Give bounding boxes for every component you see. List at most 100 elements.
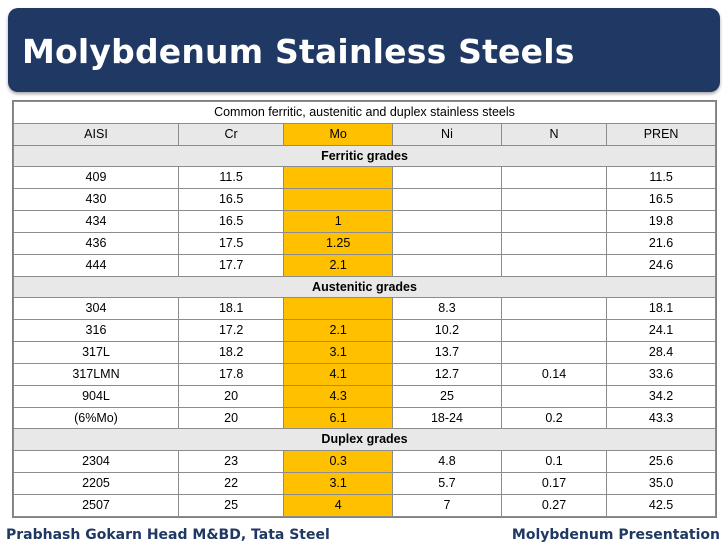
table-row: (6%Mo) 20 6.1 18-24 0.2 43.3 [13,406,716,430]
cell-aisi: 317L [13,341,179,364]
footer-author: Prabhash Gokarn Head M&BD, Tata Steel [6,527,330,543]
section-title: Ferritic grades [13,144,716,168]
cell-mo: 4 [283,493,394,518]
cell-n [500,341,608,364]
section-row: Ferritic grades [13,144,716,168]
cell-pren: 19.8 [606,210,716,233]
cell-mo: 4.3 [283,384,394,408]
slide-title: Molybdenum Stainless Steels [22,32,575,71]
table-row: 304 18.1 8.3 18.1 [13,297,716,321]
cell-mo [283,166,394,190]
cell-pren: 21.6 [606,231,716,255]
cell-cr: 20 [177,406,285,430]
section-title: Duplex grades [13,428,716,452]
cell-pren: 11.5 [606,166,716,190]
cell-ni [392,210,502,233]
cell-mo: 4.1 [283,362,394,386]
column-header-n: N [500,122,608,146]
cell-cr: 11.5 [177,166,285,190]
cell-aisi: 2507 [13,493,179,518]
cell-cr: 17.5 [177,231,285,255]
cell-mo [283,297,394,321]
cell-mo: 3.1 [283,341,394,364]
cell-aisi: 436 [13,231,179,255]
cell-pren: 33.6 [606,362,716,386]
cell-n [500,297,608,321]
cell-cr: 18.2 [177,341,285,364]
section-title: Austenitic grades [13,275,716,299]
cell-cr: 22 [177,472,285,495]
cell-ni: 18-24 [392,406,502,430]
cell-n: 0.1 [500,450,608,474]
cell-aisi: 2205 [13,472,179,495]
cell-n: 0.2 [500,406,608,430]
table-row: 904L 20 4.3 25 34.2 [13,384,716,408]
cell-n: 0.14 [500,362,608,386]
cell-cr: 17.2 [177,319,285,343]
cell-ni [392,188,502,212]
cell-cr: 16.5 [177,188,285,212]
cell-aisi: 430 [13,188,179,212]
title-bar: Molybdenum Stainless Steels [8,8,720,92]
table-row: 444 17.7 2.1 24.6 [13,253,716,277]
cell-aisi: (6%Mo) [13,406,179,430]
footer-presentation-name: Molybdenum Presentation [511,527,720,543]
cell-aisi: 904L [13,384,179,408]
cell-mo: 2.1 [283,253,394,277]
cell-ni: 10.2 [392,319,502,343]
column-header-ni: Ni [392,122,502,146]
table-row: 316 17.2 2.1 10.2 24.1 [13,319,716,343]
table-caption: Common ferritic, austenitic and duplex s… [13,101,716,124]
cell-aisi: 409 [13,166,179,190]
cell-ni: 5.7 [392,472,502,495]
cell-n: 0.17 [500,472,608,495]
cell-mo: 2.1 [283,319,394,343]
cell-pren: 28.4 [606,341,716,364]
cell-ni [392,231,502,255]
cell-ni [392,166,502,190]
cell-cr: 18.1 [177,297,285,321]
cell-mo [283,188,394,212]
cell-ni [392,253,502,277]
section-row: Duplex grades [13,428,716,452]
cell-pren: 43.3 [606,406,716,430]
cell-pren: 16.5 [606,188,716,212]
cell-aisi: 316 [13,319,179,343]
steel-table-container: Common ferritic, austenitic and duplex s… [12,100,717,518]
cell-aisi: 317LMN [13,362,179,386]
table-header-row: AISI Cr Mo Ni N PREN [13,122,716,146]
cell-cr: 25 [177,493,285,518]
cell-n [500,319,608,343]
table-row: 430 16.5 16.5 [13,188,716,212]
table-row: 409 11.5 11.5 [13,166,716,190]
cell-cr: 17.8 [177,362,285,386]
cell-pren: 42.5 [606,493,716,518]
cell-ni: 7 [392,493,502,518]
cell-n [500,384,608,408]
column-header-cr: Cr [177,122,285,146]
column-header-aisi: AISI [13,122,179,146]
cell-aisi: 434 [13,210,179,233]
cell-mo: 1.25 [283,231,394,255]
table-row: 317L 18.2 3.1 13.7 28.4 [13,341,716,364]
cell-pren: 25.6 [606,450,716,474]
cell-n [500,188,608,212]
cell-ni: 4.8 [392,450,502,474]
cell-pren: 24.1 [606,319,716,343]
steel-table: Common ferritic, austenitic and duplex s… [13,101,716,518]
cell-aisi: 444 [13,253,179,277]
cell-n: 0.27 [500,493,608,518]
cell-n [500,210,608,233]
cell-n [500,253,608,277]
table-row: 2205 22 3.1 5.7 0.17 35.0 [13,472,716,495]
table-row: 436 17.5 1.25 21.6 [13,231,716,255]
table-row: 317LMN 17.8 4.1 12.7 0.14 33.6 [13,362,716,386]
cell-aisi: 304 [13,297,179,321]
cell-pren: 34.2 [606,384,716,408]
cell-cr: 17.7 [177,253,285,277]
cell-mo: 3.1 [283,472,394,495]
cell-n [500,231,608,255]
cell-cr: 20 [177,384,285,408]
table-row: 2304 23 0.3 4.8 0.1 25.6 [13,450,716,474]
cell-aisi: 2304 [13,450,179,474]
